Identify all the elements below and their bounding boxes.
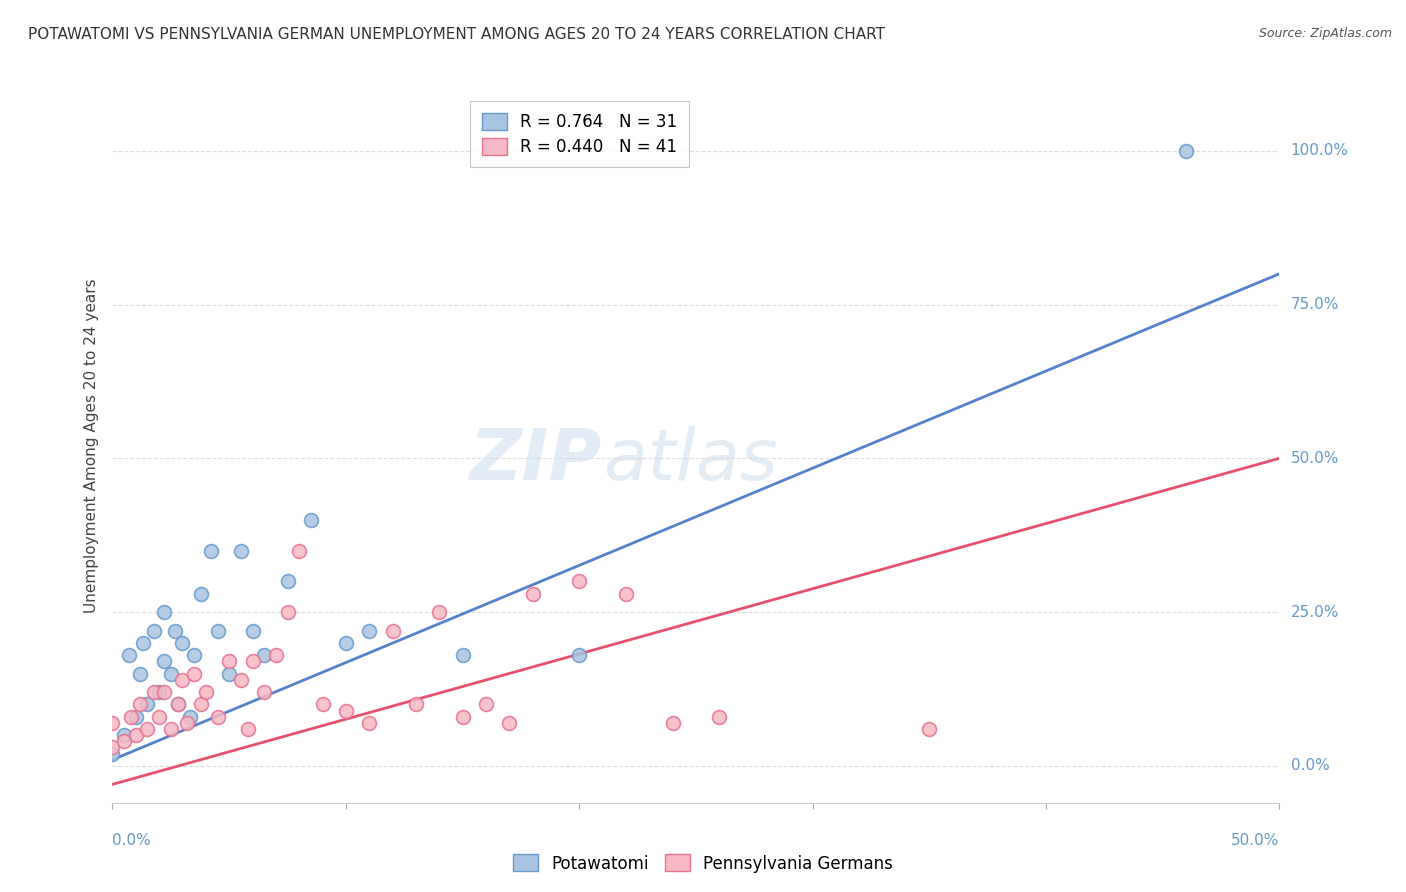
Point xyxy=(118,648,141,662)
Point xyxy=(172,636,194,650)
Point xyxy=(129,666,152,681)
Point xyxy=(335,704,357,718)
Point xyxy=(381,624,404,638)
Point xyxy=(148,709,170,723)
Point xyxy=(427,605,450,619)
Point xyxy=(568,648,591,662)
Text: atlas: atlas xyxy=(603,425,778,495)
Point xyxy=(359,624,381,638)
Point xyxy=(229,673,252,687)
Point xyxy=(160,722,183,736)
Point xyxy=(153,654,176,668)
Point xyxy=(229,543,252,558)
Point xyxy=(568,574,591,589)
Point xyxy=(160,666,183,681)
Legend: Potawatomi, Pennsylvania Germans: Potawatomi, Pennsylvania Germans xyxy=(506,847,900,880)
Point xyxy=(709,709,731,723)
Point xyxy=(475,698,498,712)
Point xyxy=(125,728,148,742)
Point xyxy=(190,587,212,601)
Point xyxy=(101,715,124,730)
Point xyxy=(451,709,474,723)
Point xyxy=(299,513,322,527)
Point xyxy=(242,624,264,638)
Text: 0.0%: 0.0% xyxy=(112,833,152,848)
Point xyxy=(276,605,298,619)
Point xyxy=(183,648,205,662)
Point xyxy=(242,654,264,668)
Text: 25.0%: 25.0% xyxy=(1291,605,1339,620)
Point xyxy=(614,587,637,601)
Point xyxy=(194,685,217,699)
Point xyxy=(918,722,941,736)
Legend: R = 0.764   N = 31, R = 0.440   N = 41: R = 0.764 N = 31, R = 0.440 N = 41 xyxy=(470,101,689,168)
Text: Source: ZipAtlas.com: Source: ZipAtlas.com xyxy=(1258,27,1392,40)
Point xyxy=(264,648,287,662)
Point xyxy=(143,624,166,638)
Point xyxy=(236,722,259,736)
Point xyxy=(176,715,198,730)
Point xyxy=(136,698,159,712)
Point xyxy=(120,709,142,723)
Text: 50.0%: 50.0% xyxy=(1291,450,1339,466)
Point xyxy=(661,715,683,730)
Point xyxy=(143,685,166,699)
Text: 75.0%: 75.0% xyxy=(1291,297,1339,312)
Point xyxy=(335,636,357,650)
Point xyxy=(125,709,148,723)
Text: POTAWATOMI VS PENNSYLVANIA GERMAN UNEMPLOYMENT AMONG AGES 20 TO 24 YEARS CORRELA: POTAWATOMI VS PENNSYLVANIA GERMAN UNEMPL… xyxy=(28,27,886,42)
Point xyxy=(179,709,201,723)
Point xyxy=(218,654,240,668)
Point xyxy=(148,685,170,699)
Point xyxy=(166,698,188,712)
Point xyxy=(253,685,276,699)
Point xyxy=(129,698,152,712)
Text: ZIP: ZIP xyxy=(471,425,603,495)
Point xyxy=(276,574,298,589)
Point xyxy=(136,722,159,736)
Point xyxy=(183,666,205,681)
Point xyxy=(166,698,188,712)
Y-axis label: Unemployment Among Ages 20 to 24 years: Unemployment Among Ages 20 to 24 years xyxy=(83,278,98,614)
Text: 0.0%: 0.0% xyxy=(1291,758,1329,773)
Point xyxy=(132,636,155,650)
Point xyxy=(112,734,135,748)
Point xyxy=(101,747,124,761)
Text: 50.0%: 50.0% xyxy=(1232,833,1279,848)
Point xyxy=(153,685,176,699)
Point xyxy=(153,605,176,619)
Point xyxy=(359,715,381,730)
Point xyxy=(405,698,427,712)
Point xyxy=(200,543,222,558)
Point xyxy=(112,728,135,742)
Point xyxy=(218,666,240,681)
Point xyxy=(311,698,333,712)
Text: 100.0%: 100.0% xyxy=(1291,144,1348,158)
Point xyxy=(207,709,229,723)
Point xyxy=(451,648,474,662)
Point xyxy=(1175,144,1198,158)
Point xyxy=(190,698,212,712)
Point xyxy=(253,648,276,662)
Point xyxy=(522,587,544,601)
Point xyxy=(498,715,520,730)
Point xyxy=(288,543,311,558)
Point xyxy=(101,740,124,755)
Point xyxy=(165,624,187,638)
Point xyxy=(172,673,194,687)
Point xyxy=(207,624,229,638)
